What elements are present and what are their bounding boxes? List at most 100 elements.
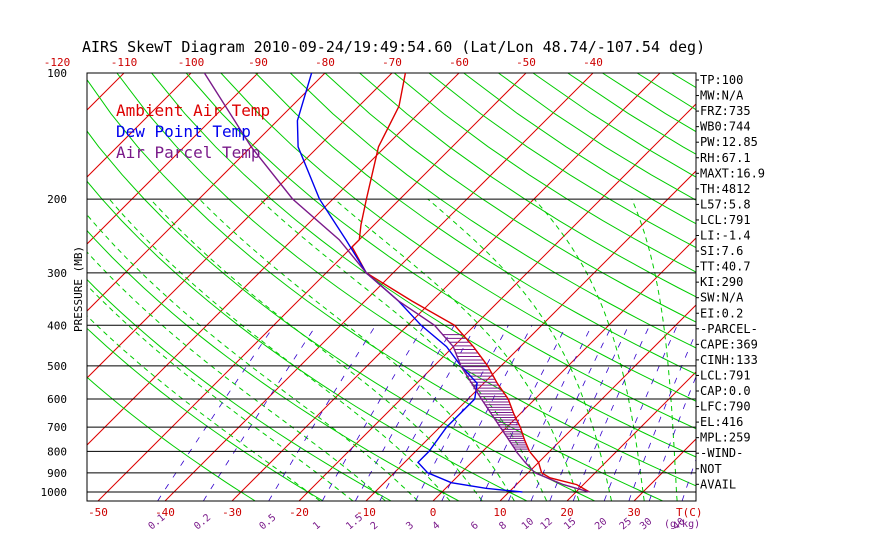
side-panel-item: -PARCEL-	[700, 322, 758, 336]
pressure-tick-label: 200	[47, 193, 67, 206]
bottom-temp-tick-label: -50	[88, 506, 108, 519]
side-panel-item: SI:7.6	[700, 244, 743, 258]
side-panel-item: MAXT:16.9	[700, 166, 765, 180]
mixing-ratio-line	[157, 325, 275, 501]
mixing-ratio-line	[508, 325, 593, 501]
top-temp-tick-label: -70	[382, 56, 402, 69]
bottom-temp-tick-label: 10	[493, 506, 506, 519]
side-panel-item: EL:416	[700, 415, 743, 429]
side-panel-item: NOT	[700, 462, 722, 476]
mixing-ratio-line	[441, 325, 533, 501]
bottom-temp-tick-label: 0	[430, 506, 437, 519]
pressure-tick-label: 700	[47, 421, 67, 434]
isotherm-line	[87, 73, 125, 111]
mixing-ratio-tick-label: 1	[311, 520, 323, 532]
moist-adiabat-line	[533, 198, 645, 501]
top-temp-tick-label: -50	[516, 56, 536, 69]
top-temp-tick-label: -80	[315, 56, 335, 69]
isotherm-line	[87, 73, 393, 379]
top-temp-tick-label: -40	[583, 56, 603, 69]
side-panel-item: KI:290	[700, 275, 743, 289]
pressure-tick-label: 600	[47, 393, 67, 406]
mixing-ratio-line	[648, 375, 696, 501]
side-panel-item: -WIND-	[700, 446, 743, 460]
isotherm-line	[87, 73, 460, 446]
mixing-ratio-tick-label: 8	[497, 520, 509, 532]
side-panel-item: MW:N/A	[700, 89, 744, 103]
pressure-tick-label: 100	[47, 67, 67, 80]
moist-adiabat-line	[108, 198, 451, 501]
bottom-temp-tick-label: -30	[222, 506, 242, 519]
profile-lines	[203, 73, 590, 493]
dry-adiabat-line	[87, 327, 324, 501]
side-panel-item: MPL:259	[700, 431, 751, 445]
bottom-temp-tick-label: -40	[155, 506, 175, 519]
ambient-temp-line	[351, 73, 590, 493]
mixing-ratio-line	[603, 325, 678, 501]
isotherm-line	[768, 73, 870, 501]
mixing-ratio-grid	[157, 325, 696, 501]
moist-adiabat-line	[334, 198, 580, 501]
moist-adiabat-line	[149, 198, 483, 501]
isobar-grid	[86, 72, 697, 502]
side-panel-item: WB0:744	[700, 120, 751, 134]
dry-adiabat-line	[324, 73, 696, 323]
side-panel-item: TP:100	[700, 73, 743, 87]
moist-adiabat-line	[87, 251, 386, 501]
isotherm-line	[298, 103, 696, 501]
dry-adiabat-line	[151, 73, 696, 458]
side-panel-item: LFC:790	[700, 400, 751, 414]
side-panel-item: EI:0.2	[700, 306, 743, 320]
mixing-ratio-tick-label: 12	[539, 516, 555, 532]
mixing-ratio-tick-label: 0.2	[192, 512, 213, 532]
mixing-ratio-line	[530, 325, 613, 501]
mixing-ratio-tick-label: 20	[593, 516, 609, 532]
mixing-ratio-line	[321, 325, 425, 501]
isotherm-line	[87, 73, 259, 245]
mixing-ratio-line	[572, 325, 651, 501]
dry-adiabat-grid	[87, 73, 696, 501]
top-temp-tick-label: -110	[111, 56, 138, 69]
plot-frame	[86, 72, 697, 502]
parcel-temp-line	[203, 73, 590, 493]
mixing-ratio-tick-label: 4	[431, 520, 443, 532]
dry-adiabat-line	[289, 73, 696, 349]
top-temp-tick-label: -60	[449, 56, 469, 69]
side-panel-item: LCL:791	[700, 213, 751, 227]
isotherm-line	[432, 237, 696, 501]
mixing-ratio-line	[203, 325, 317, 501]
mixing-ratio-tick-label: 6	[469, 520, 481, 532]
dry-adiabat-line	[87, 278, 392, 501]
legend-entry: Air Parcel Temp	[116, 143, 261, 162]
isotherm-line	[0, 73, 57, 501]
temp-unit-label: T(C)	[676, 506, 703, 519]
top-temp-tick-label: -120	[44, 56, 71, 69]
chart-title: AIRS SkewT Diagram 2010-09-24/19:49:54.6…	[82, 38, 705, 56]
mixing-ratio-line	[628, 331, 696, 501]
dry-adiabat-line	[185, 73, 696, 430]
mixing-ratio-line	[479, 325, 567, 501]
isotherm-grid	[0, 73, 870, 501]
pressure-tick-label: 400	[47, 319, 67, 332]
isotherm-line	[87, 73, 326, 312]
moist-adiabat-line	[87, 214, 419, 501]
mixing-ratio-line	[379, 325, 477, 501]
moist-adiabat-grid	[87, 198, 678, 501]
moist-adiabat-line	[259, 198, 548, 501]
side-panel-item: SW:N/A	[700, 291, 744, 305]
dry-adiabat-line	[220, 73, 696, 402]
dry-adiabat-line	[87, 376, 256, 501]
isotherm-line	[835, 73, 870, 501]
mixing-ratio-line	[549, 325, 630, 501]
moist-adiabat-line	[631, 198, 678, 501]
side-panel-item: LI:-1.4	[700, 229, 751, 243]
bottom-temp-tick-label: 30	[627, 506, 640, 519]
side-panel-item: RH:67.1	[700, 151, 751, 165]
axis-labels: 0.1 0.2 0.5 1 1.5 2 3 4 6 8 10 12 15 20 25 30 4010020030…	[41, 56, 703, 532]
legend-entry: Ambient Air Temp	[116, 101, 270, 120]
side-panel-item: CAPE:369	[700, 337, 758, 351]
dry-adiabat-line	[87, 180, 528, 501]
isotherm-line	[164, 73, 594, 501]
dry-adiabat-line	[428, 73, 696, 249]
